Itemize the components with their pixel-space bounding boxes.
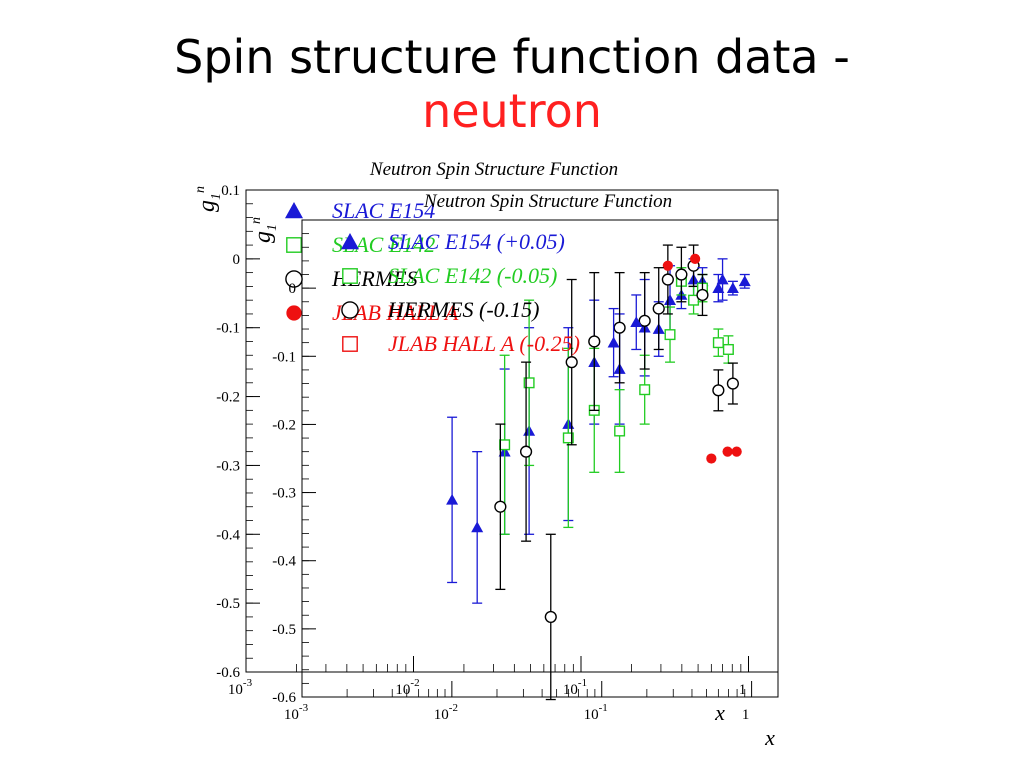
data-point (446, 493, 459, 505)
legend-marker (286, 305, 302, 321)
data-point (690, 253, 701, 264)
legend-marker (285, 202, 303, 219)
legend-marker (341, 301, 359, 319)
data-point (675, 268, 688, 281)
chart-title: Neutron Spin Structure Function (369, 159, 618, 180)
data-point (738, 275, 751, 287)
y-tick-label: -0.3 (272, 486, 296, 502)
x-axis-label: x (764, 725, 775, 750)
data-point (565, 356, 578, 369)
x-tick-label: 1 (739, 682, 747, 698)
y-axis-label: g1n (193, 186, 224, 212)
data-point (613, 321, 626, 334)
x-tick-label: 10-2 (434, 702, 458, 723)
chart-front: Neutron Spin Structure Function g1n x 0 -0.1… (249, 191, 779, 750)
data-point (712, 282, 725, 293)
chart-title: Neutron Spin Structure Function (423, 191, 672, 212)
data-point (544, 610, 557, 624)
data-point (706, 453, 717, 464)
data-point (588, 335, 601, 348)
x-tick-label: 10-3 (284, 702, 309, 723)
data-point (726, 282, 739, 293)
legend-label: HERMES (-0.15) (387, 297, 540, 322)
slide-title: Spin structure function data - neutron (0, 30, 1024, 138)
data-point (652, 302, 665, 315)
data-point (712, 337, 724, 349)
x-tick-label: 10-2 (395, 677, 419, 698)
y-tick-label: -0.4 (216, 527, 240, 543)
data-point (662, 260, 673, 271)
data-point (726, 377, 739, 390)
x-tick-label: 1 (742, 707, 750, 723)
x-tick-label: 10-3 (228, 677, 253, 698)
data-point (661, 273, 674, 286)
legend-label: SLAC E154 (332, 198, 435, 223)
legend-marker (342, 268, 358, 284)
data-point (712, 384, 725, 397)
data-point (499, 439, 511, 451)
y-tick-label: 0.1 (221, 183, 240, 199)
data-point (731, 446, 742, 457)
legend-marker (342, 336, 358, 352)
data-point (664, 329, 676, 341)
legend-marker (286, 237, 302, 253)
y-tick-label: -0.5 (272, 622, 296, 638)
y-tick-label: -0.1 (272, 349, 296, 365)
y-tick-label: -0.1 (216, 321, 240, 337)
y-tick-label: -0.6 (272, 690, 296, 706)
y-tick-label: -0.4 (272, 554, 296, 570)
data-point (607, 336, 620, 348)
plot-frame (301, 219, 779, 698)
legend-label: JLAB HALL A (-0.25) (388, 331, 580, 356)
data-point (688, 294, 700, 306)
x-tick-label: 10-1 (584, 702, 608, 723)
legend-label: SLAC E142 (-0.05) (388, 263, 557, 288)
chart-back: Neutron Spin Structure Function g1n x 0.1 0 -… (193, 159, 779, 725)
y-tick-label: -0.5 (216, 596, 240, 612)
data-point (630, 316, 643, 328)
data-point (722, 446, 733, 457)
y-tick-label: -0.3 (216, 458, 240, 474)
data-point (519, 445, 533, 458)
x-axis-label: x (714, 700, 725, 725)
data-point (494, 500, 507, 513)
y-tick-label: -0.2 (216, 390, 240, 406)
data-point (614, 425, 626, 437)
slide-title-line1: Spin structure function data - (174, 30, 850, 84)
y-tick-label: -0.6 (216, 665, 240, 681)
data-point (716, 273, 729, 285)
data-point (471, 521, 484, 533)
data-point (664, 294, 677, 305)
y-axis-label: g1n (249, 217, 280, 243)
slide-title-line2: neutron (422, 84, 602, 138)
data-point (639, 384, 651, 396)
y-tick-label: 0 (289, 281, 297, 297)
x-tick-label: 10-1 (563, 677, 587, 698)
data-point (562, 432, 574, 444)
y-tick-label: -0.2 (272, 417, 296, 433)
legend-marker (341, 233, 359, 250)
y-tick-label: 0 (233, 252, 241, 268)
data-point (696, 288, 709, 302)
data-point (523, 377, 535, 389)
data-point (638, 314, 651, 327)
legend-label: SLAC E154 (+0.05) (388, 229, 565, 254)
data-point (722, 343, 734, 355)
